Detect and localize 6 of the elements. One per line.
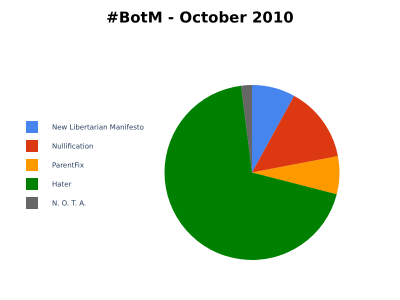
pie-slice xyxy=(241,85,252,172)
pie-slice xyxy=(252,96,338,172)
chart-title: #BotM - October 2010 xyxy=(106,8,294,26)
pie-slice xyxy=(252,156,340,194)
pie-slice xyxy=(164,86,337,260)
pie-slice xyxy=(252,85,294,172)
